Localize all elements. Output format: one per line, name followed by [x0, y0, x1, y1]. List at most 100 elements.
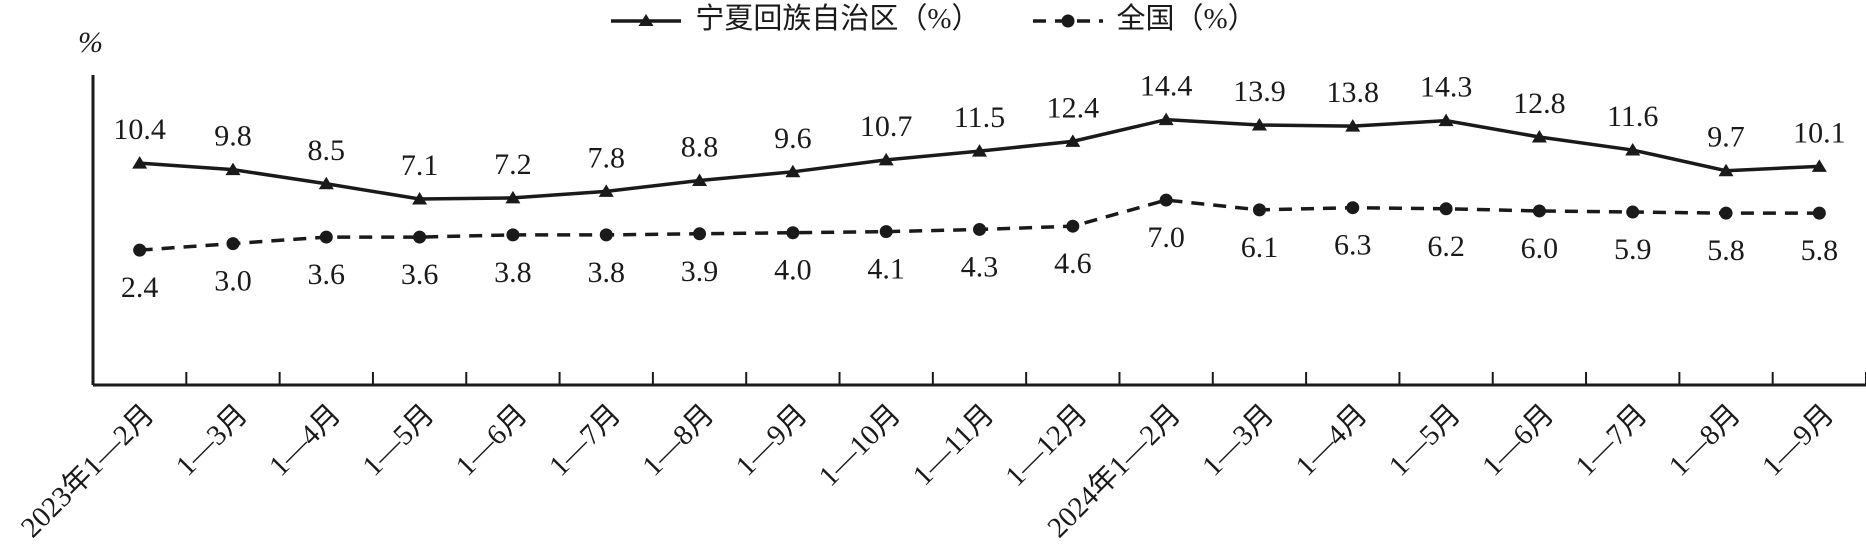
triangle-marker — [598, 184, 614, 197]
data-label: 13.9 — [1233, 75, 1286, 108]
triangle-marker — [1251, 118, 1267, 131]
legend-label-ningxia: 宁夏回族自治区（%） — [695, 3, 981, 35]
triangle-marker — [1065, 134, 1081, 147]
triangle-marker — [1345, 119, 1361, 132]
data-label: 3.6 — [308, 258, 346, 291]
legend-circle-marker-icon — [1061, 14, 1074, 27]
circle-marker — [1626, 205, 1640, 219]
x-axis-label: 1—8月 — [1663, 398, 1747, 482]
data-label: 13.8 — [1327, 76, 1380, 109]
data-label: 3.0 — [214, 265, 252, 298]
triangle-marker — [785, 164, 801, 178]
solid-line-triangle-sample — [611, 13, 682, 26]
data-label: 8.5 — [308, 134, 346, 167]
legend-item-ningxia: 宁夏回族自治区（%） — [609, 3, 981, 35]
x-axis-label: 1—3月 — [170, 398, 254, 482]
data-label: 7.8 — [587, 141, 625, 174]
circle-marker — [1439, 202, 1453, 216]
circle-marker — [506, 228, 520, 242]
circle-marker — [786, 226, 800, 240]
legend-label-national: 全国（%） — [1116, 3, 1257, 35]
data-label: 3.9 — [681, 255, 719, 288]
x-axis-label: 1—6月 — [1476, 398, 1560, 482]
circle-marker — [1812, 206, 1826, 220]
legend-item-national: 全国（%） — [1031, 5, 1257, 34]
x-axis-label: 1—3月 — [1196, 398, 1280, 482]
data-label: 14.3 — [1420, 71, 1473, 104]
dashed-line-circle-sample — [1032, 14, 1103, 27]
data-label: 11.5 — [954, 101, 1005, 134]
legend-triangle-marker-icon — [638, 13, 654, 26]
x-axis-label: 1—4月 — [263, 398, 347, 482]
circle-marker — [1252, 203, 1266, 217]
triangle-marker — [1158, 112, 1174, 126]
data-label: 7.0 — [1147, 221, 1185, 254]
x-axis-label: 1—5月 — [356, 398, 440, 482]
x-axis-label: 1—10月 — [813, 398, 907, 492]
circle-marker — [879, 225, 893, 239]
data-label: 4.6 — [1054, 247, 1092, 280]
data-label: 12.8 — [1513, 87, 1566, 120]
data-label: 11.6 — [1607, 100, 1658, 133]
data-label: 9.8 — [214, 120, 252, 153]
data-label: 14.4 — [1140, 70, 1193, 103]
x-axis-label: 1—7月 — [543, 398, 627, 482]
circle-marker — [1532, 204, 1546, 218]
data-label: 5.8 — [1707, 234, 1745, 267]
data-label: 9.6 — [774, 122, 812, 155]
x-axis-label: 2023年1—2月 — [14, 398, 160, 544]
triangle-marker — [225, 162, 241, 176]
data-label: 6.1 — [1241, 231, 1279, 264]
circle-marker — [413, 230, 427, 244]
circle-marker — [693, 227, 707, 241]
data-label: 12.4 — [1047, 91, 1100, 124]
x-axis-label: 1—9月 — [1756, 398, 1840, 482]
data-label: 5.8 — [1801, 234, 1839, 267]
triangle-marker — [1811, 159, 1827, 172]
triangle-marker — [692, 173, 708, 187]
data-label: 3.8 — [587, 256, 625, 289]
x-axis-label: 1—6月 — [450, 398, 534, 482]
data-label: 10.7 — [860, 110, 913, 143]
circle-marker — [226, 237, 240, 251]
triangle-marker — [505, 190, 521, 204]
circle-marker — [599, 228, 613, 242]
triangle-marker — [132, 156, 148, 169]
circle-marker — [1719, 206, 1733, 220]
x-axis-label: 1—12月 — [999, 398, 1093, 492]
data-label: 3.6 — [401, 258, 439, 291]
data-label: 3.8 — [494, 256, 532, 289]
x-axis-label: 1—7月 — [1570, 398, 1654, 482]
circle-marker — [1159, 193, 1173, 207]
x-axis-label: 1—9月 — [730, 398, 814, 482]
circle-marker — [133, 243, 147, 257]
data-label: 2.4 — [121, 271, 159, 304]
data-label: 8.8 — [681, 131, 719, 164]
data-label: 10.4 — [113, 113, 166, 146]
triangle-marker — [1718, 163, 1734, 177]
data-label: 10.1 — [1793, 116, 1846, 149]
data-label: 6.0 — [1521, 232, 1559, 265]
circle-marker — [1066, 219, 1080, 233]
data-label: 5.9 — [1614, 233, 1652, 266]
data-label: 4.1 — [867, 253, 905, 286]
data-label: 9.7 — [1707, 121, 1745, 154]
triangle-marker — [1531, 130, 1547, 143]
data-label: 7.1 — [401, 149, 439, 182]
triangle-marker — [878, 152, 894, 166]
x-axis-label: 1—4月 — [1290, 398, 1374, 482]
chart-legend: 宁夏回族自治区（%） 全国（%） — [0, 5, 1866, 34]
data-label: 4.3 — [961, 250, 999, 283]
y-axis-unit-label: % — [78, 26, 103, 59]
triangle-marker — [972, 144, 987, 157]
circle-marker — [1346, 201, 1360, 215]
x-axis-label: 1—11月 — [907, 398, 1001, 492]
x-axis-label: 1—8月 — [636, 398, 720, 482]
triangle-marker — [412, 192, 428, 205]
data-label: 4.0 — [774, 254, 812, 287]
x-axis-label: 1—5月 — [1383, 398, 1467, 482]
circle-marker — [973, 222, 986, 236]
circle-marker — [319, 230, 333, 244]
